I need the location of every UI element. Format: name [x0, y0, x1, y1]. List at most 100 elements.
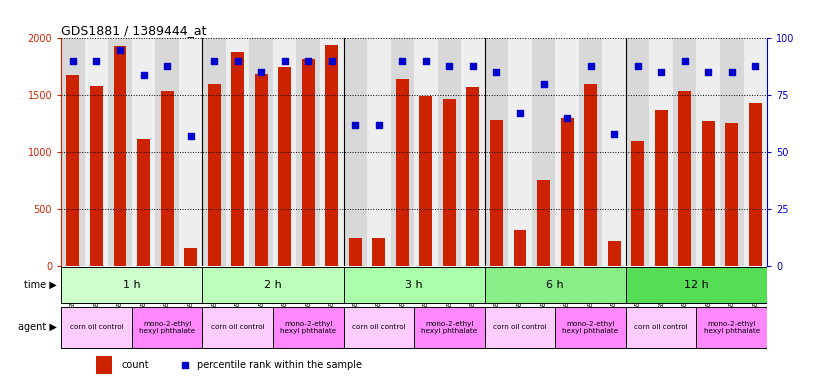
Point: [161, 63, 174, 69]
Point: [278, 58, 291, 64]
Bar: [602, 38, 626, 265]
Bar: [654, 110, 667, 265]
Bar: [255, 74, 268, 265]
Bar: [348, 238, 361, 265]
Bar: [155, 38, 179, 265]
Bar: [179, 38, 202, 265]
Bar: [720, 38, 743, 265]
Bar: [296, 38, 320, 265]
Bar: [673, 38, 696, 265]
Bar: [532, 38, 555, 265]
Bar: [419, 96, 432, 265]
Text: mono-2-ethyl
hexyl phthalate: mono-2-ethyl hexyl phthalate: [421, 321, 477, 334]
Bar: [537, 180, 550, 265]
Point: [749, 63, 762, 69]
Point: [467, 63, 480, 69]
Point: [231, 58, 244, 64]
Bar: [131, 38, 155, 265]
Point: [561, 115, 574, 121]
Bar: [202, 38, 226, 265]
Bar: [485, 38, 508, 265]
Text: percentile rank within the sample: percentile rank within the sample: [197, 360, 362, 370]
Text: mono-2-ethyl
hexyl phthalate: mono-2-ethyl hexyl phthalate: [562, 321, 619, 334]
Bar: [650, 38, 673, 265]
Bar: [608, 240, 621, 265]
Bar: [467, 87, 480, 265]
Bar: [555, 307, 626, 348]
Bar: [367, 38, 391, 265]
Text: mono-2-ethyl
hexyl phthalate: mono-2-ethyl hexyl phthalate: [280, 321, 336, 334]
Bar: [207, 84, 220, 265]
Text: corn oil control: corn oil control: [352, 324, 406, 331]
Bar: [443, 99, 456, 265]
Bar: [561, 118, 574, 265]
Bar: [490, 120, 503, 265]
Text: corn oil control: corn oil control: [69, 324, 123, 331]
Bar: [61, 307, 131, 348]
Point: [90, 58, 103, 64]
Bar: [278, 67, 291, 265]
Point: [396, 58, 409, 64]
Bar: [344, 38, 367, 265]
Bar: [702, 121, 715, 265]
Bar: [90, 86, 103, 265]
Bar: [626, 307, 697, 348]
Text: 2 h: 2 h: [264, 280, 282, 290]
Bar: [320, 38, 344, 265]
Bar: [61, 38, 85, 265]
Point: [678, 58, 691, 64]
Point: [490, 70, 503, 76]
Bar: [414, 307, 485, 348]
Bar: [113, 46, 126, 265]
Bar: [326, 45, 339, 265]
Bar: [678, 91, 691, 265]
Bar: [437, 38, 461, 265]
Text: 12 h: 12 h: [684, 280, 709, 290]
Text: count: count: [122, 360, 149, 370]
Point: [631, 63, 644, 69]
Text: corn oil control: corn oil control: [493, 324, 547, 331]
Bar: [579, 38, 602, 265]
Point: [178, 362, 191, 368]
Point: [419, 58, 432, 64]
Point: [443, 63, 456, 69]
Bar: [302, 59, 315, 265]
Point: [513, 110, 526, 116]
Bar: [96, 356, 112, 374]
Point: [137, 72, 150, 78]
Bar: [485, 307, 555, 348]
Bar: [161, 91, 174, 265]
Bar: [485, 268, 626, 303]
Point: [113, 47, 126, 53]
Bar: [137, 139, 150, 265]
Point: [66, 58, 79, 64]
Bar: [631, 141, 644, 265]
Text: 6 h: 6 h: [547, 280, 564, 290]
Point: [302, 58, 315, 64]
Text: 3 h: 3 h: [406, 280, 423, 290]
Text: mono-2-ethyl
hexyl phthalate: mono-2-ethyl hexyl phthalate: [703, 321, 760, 334]
Bar: [626, 38, 650, 265]
Bar: [202, 307, 273, 348]
Bar: [391, 38, 414, 265]
Bar: [743, 38, 767, 265]
Bar: [131, 307, 202, 348]
Text: GDS1881 / 1389444_at: GDS1881 / 1389444_at: [61, 24, 206, 37]
Point: [326, 58, 339, 64]
Bar: [226, 38, 250, 265]
Bar: [414, 38, 437, 265]
Bar: [626, 268, 767, 303]
Point: [725, 70, 738, 76]
Bar: [184, 248, 197, 265]
Bar: [513, 230, 526, 265]
Bar: [696, 307, 767, 348]
Bar: [202, 268, 344, 303]
Bar: [250, 38, 273, 265]
Point: [184, 133, 197, 139]
Bar: [273, 38, 296, 265]
Point: [702, 70, 715, 76]
Bar: [696, 38, 720, 265]
Bar: [344, 268, 485, 303]
Bar: [66, 75, 79, 265]
Bar: [584, 84, 597, 265]
